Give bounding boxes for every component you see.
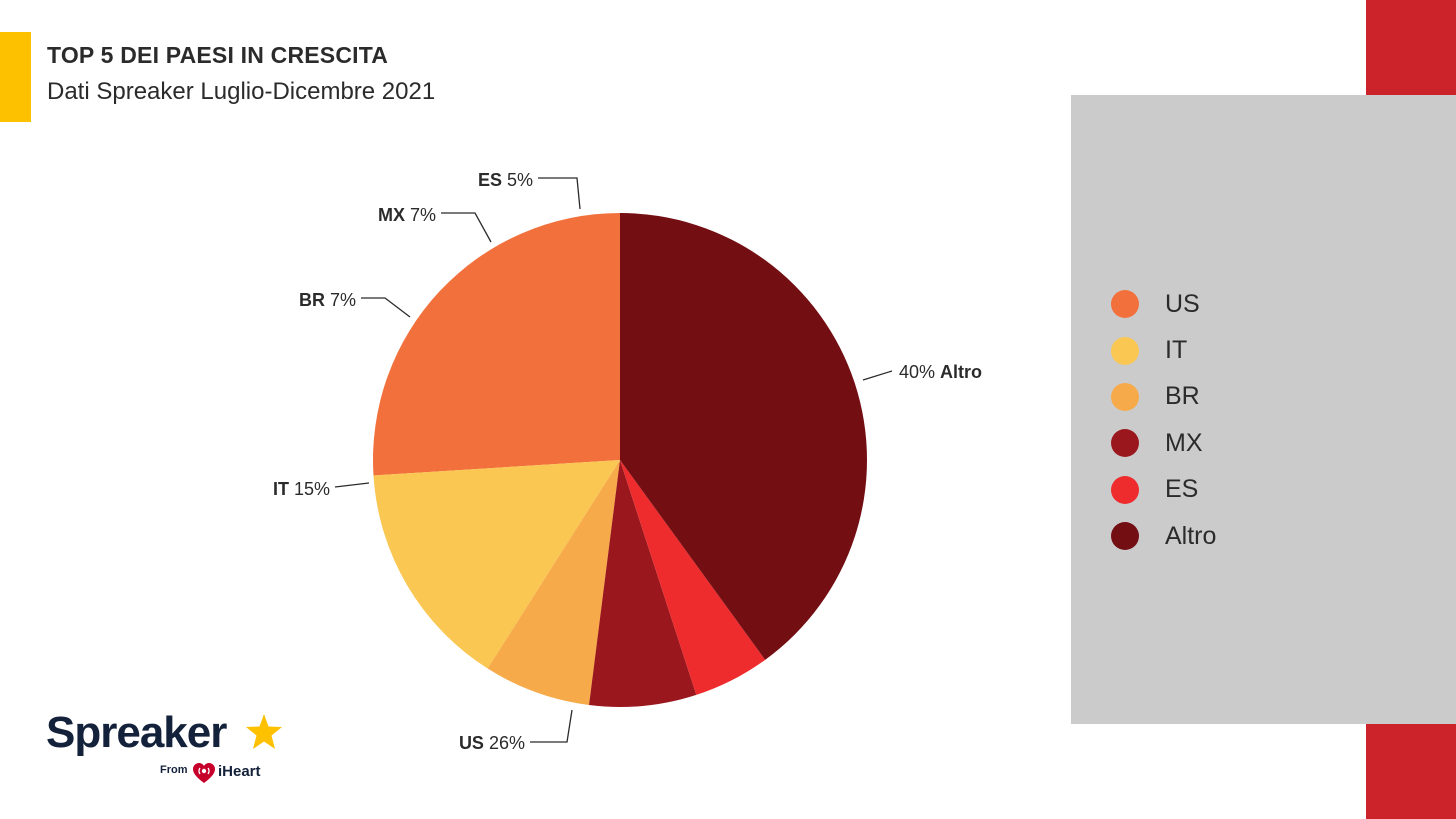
pie-slice-altro (620, 213, 868, 660)
legend-item-br: BR (1111, 374, 1216, 420)
logo-partner: iHeart (218, 763, 261, 780)
logo-from-text: From (160, 764, 188, 776)
data-label-value: 40% (899, 362, 935, 382)
legend-item-it: IT (1111, 327, 1216, 373)
pie-slice-us (373, 213, 620, 476)
logo-wordmark: Spreaker (46, 708, 227, 757)
legend-label: MX (1165, 428, 1203, 457)
legend-swatch (1111, 382, 1139, 411)
pie-slice-it (373, 460, 620, 669)
corner-decoration-top (1366, 0, 1456, 95)
leader-line-br (361, 297, 411, 318)
data-label-br: BR 7% (299, 290, 356, 310)
legend-swatch (1111, 336, 1139, 365)
legend-label: ES (1165, 475, 1199, 504)
pie-chart: US 26%IT 15%BR 7%MX 7%ES 5%40% Altro (273, 170, 982, 753)
legend-swatch (1111, 429, 1139, 458)
legend-label: US (1165, 289, 1200, 318)
leader-line-us (530, 709, 573, 743)
legend-item-mx: MX (1111, 420, 1216, 466)
data-label-altro: 40% Altro (899, 362, 982, 382)
corner-decoration-bottom (1366, 724, 1456, 819)
chart-subtitle: Dati Spreaker Luglio-Dicembre 2021 (47, 78, 436, 105)
data-label-es: ES 5% (478, 170, 533, 190)
spreaker-logo: Spreaker From iHeart (46, 708, 296, 788)
chart-title: TOP 5 DEI PAESI IN CRESCITA (47, 42, 389, 68)
iheart-icon (193, 763, 215, 783)
legend-item-es: ES (1111, 467, 1216, 513)
data-label-value: 7% (330, 290, 356, 310)
title-accent-bar (0, 32, 31, 122)
legend-swatch (1111, 522, 1139, 551)
data-label-name: BR (299, 290, 325, 310)
data-label-value: 26% (489, 733, 525, 753)
legend-swatch (1111, 290, 1139, 319)
legend-item-us: US (1111, 281, 1216, 327)
leader-line-es (538, 177, 581, 210)
legend-label: Altro (1165, 521, 1217, 550)
data-label-name: IT (273, 479, 289, 499)
leader-line-it (334, 482, 370, 488)
leader-line-mx (441, 212, 492, 243)
data-label-name: Altro (940, 362, 982, 382)
star-icon (246, 714, 282, 749)
legend-label: BR (1165, 382, 1200, 411)
legend-panel: US IT BR MX ES Altro (1071, 95, 1456, 724)
legend-label: IT (1165, 336, 1188, 365)
chart-legend: US IT BR MX ES Altro (1111, 281, 1216, 559)
pie-slice-mx (589, 460, 697, 707)
data-label-name: MX (378, 205, 405, 225)
legend-swatch (1111, 475, 1139, 504)
data-label-value: 5% (507, 170, 533, 190)
data-label-us: US 26% (459, 733, 525, 753)
data-label-value: 15% (294, 479, 330, 499)
legend-item-altro: Altro (1111, 513, 1216, 559)
pie-slice-br (487, 460, 620, 706)
data-label-name: US (459, 733, 484, 753)
data-label-name: ES (478, 170, 502, 190)
data-label-it: IT 15% (273, 479, 330, 499)
leader-line-altro (862, 370, 893, 381)
pie-slice-es (620, 460, 766, 695)
data-label-value: 7% (410, 205, 436, 225)
data-label-mx: MX 7% (378, 205, 436, 225)
